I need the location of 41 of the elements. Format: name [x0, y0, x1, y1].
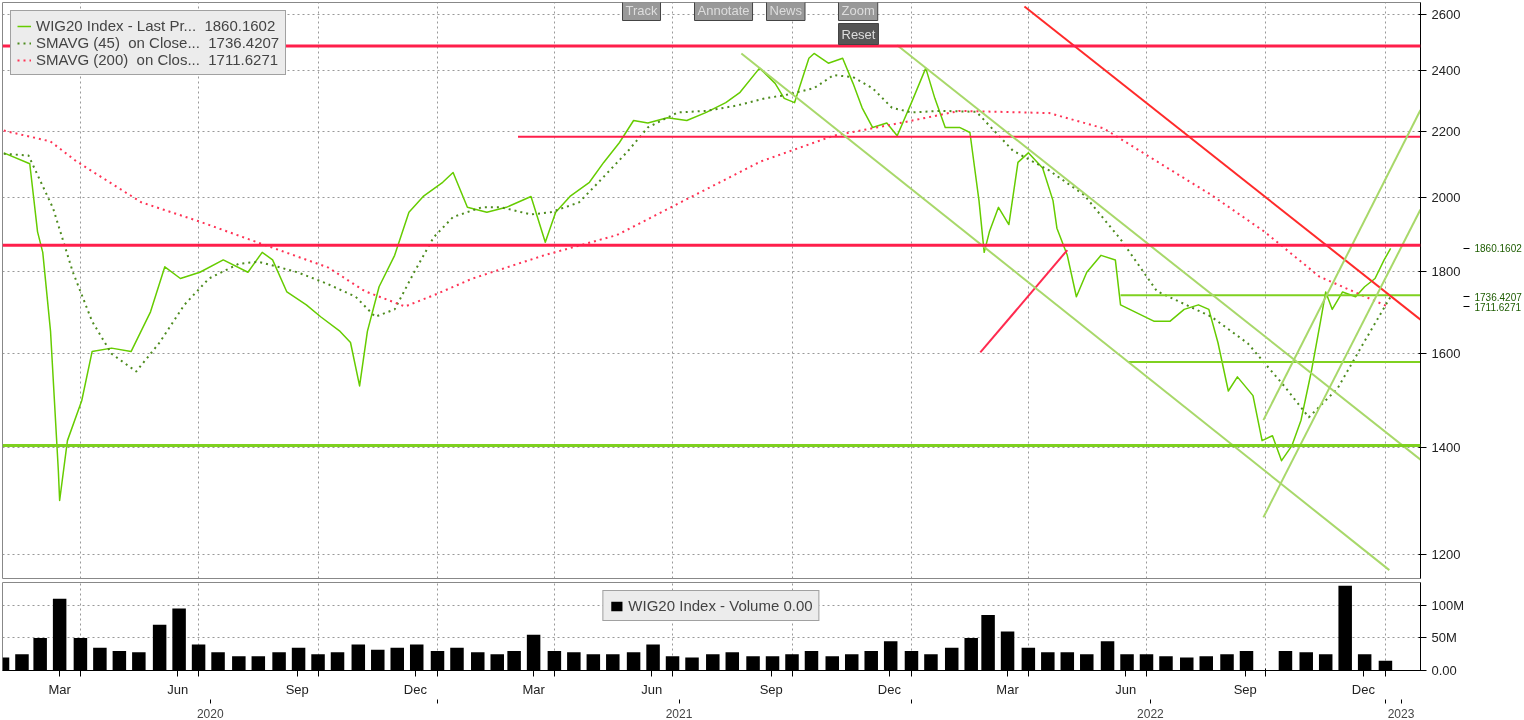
line-series [3, 52, 1392, 502]
x-tick-label: Jun [1115, 681, 1137, 697]
y-tick-label: 1200 [1431, 547, 1461, 563]
annotation: Track [625, 2, 659, 18]
y-tick-label: 1400 [1431, 439, 1461, 455]
x2-tick-label: 2022 [1137, 706, 1165, 720]
y-tick-label: 2400 [1431, 62, 1461, 78]
y-tick-label: 1600 [1431, 346, 1461, 362]
x-tick-label: Sep [1233, 681, 1257, 697]
text: 1736.4207 [1474, 291, 1523, 303]
x-tick-label: Sep [759, 681, 783, 697]
x-tick-label: Mar [522, 681, 546, 697]
text: 1711.6271 [1474, 301, 1522, 313]
y-tick-label: 2200 [1431, 123, 1461, 139]
annotation: Reset [841, 26, 876, 42]
y-tick-label: 1800 [1431, 263, 1461, 279]
x-tick-label: Dec [403, 681, 428, 697]
y-tick-label: 0.00 [1431, 663, 1457, 678]
legend-label: SMAVG (45) on Close... 1736.4207 [36, 34, 280, 51]
y-tick-label: 2600 [1431, 6, 1461, 22]
legend-label: SMAVG (200) on Clos... 1711.6271 [36, 51, 279, 68]
annotation: Zoom [841, 2, 875, 18]
x-tick-label: Mar [996, 681, 1020, 697]
x-tick-label: Dec [1351, 681, 1376, 697]
x-tick-label: Jun [641, 681, 663, 697]
line-series [2, 74, 1392, 419]
annotation: Annotate [697, 2, 750, 18]
annotation: News [769, 2, 803, 18]
x-tick-label: Jun [167, 681, 189, 697]
y-tick-label: 50M [1431, 630, 1457, 646]
text: 1860.1602 [1474, 243, 1523, 255]
x-tick-label: Dec [877, 681, 902, 697]
y-tick-label: 2000 [1431, 190, 1461, 206]
y-tick-label: 100M [1431, 597, 1465, 613]
x2-tick-label: 2020 [196, 706, 224, 720]
legend-label: WIG20 Index - Last Pr... 1860.1602 [36, 17, 276, 34]
legend-label: WIG20 Index - Volume 0.00 [628, 597, 813, 614]
x-tick-label: Mar [48, 681, 72, 697]
x-tick-label: Sep [285, 681, 309, 697]
x2-tick-label: 2021 [665, 706, 693, 720]
x2-tick-label: 2023 [1387, 706, 1415, 720]
